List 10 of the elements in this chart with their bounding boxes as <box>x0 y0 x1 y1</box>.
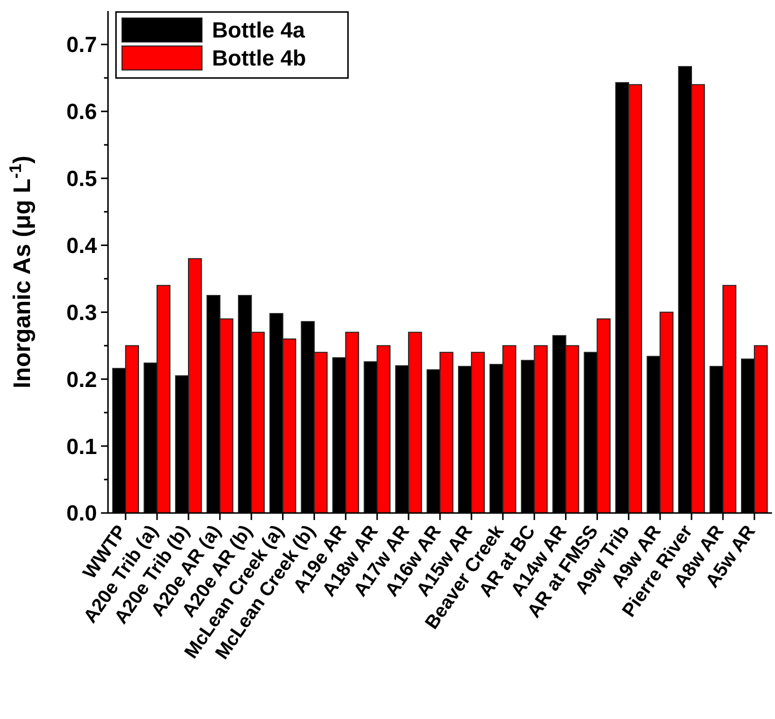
y-tick-label: 0.2 <box>66 366 97 392</box>
y-tick-label: 0.7 <box>66 32 97 58</box>
y-tick-label: 0.4 <box>66 232 98 258</box>
y-tick-label: 0.6 <box>66 99 97 124</box>
y-tick-label: 0.1 <box>66 434 97 459</box>
y-tick-label: 0.3 <box>66 300 97 325</box>
y-tick-label: 0.0 <box>66 500 97 526</box>
legend-label: Bottle 4a <box>212 18 306 43</box>
y-tick-label: 0.5 <box>66 166 97 192</box>
legend-label: Bottle 4b <box>212 46 306 71</box>
